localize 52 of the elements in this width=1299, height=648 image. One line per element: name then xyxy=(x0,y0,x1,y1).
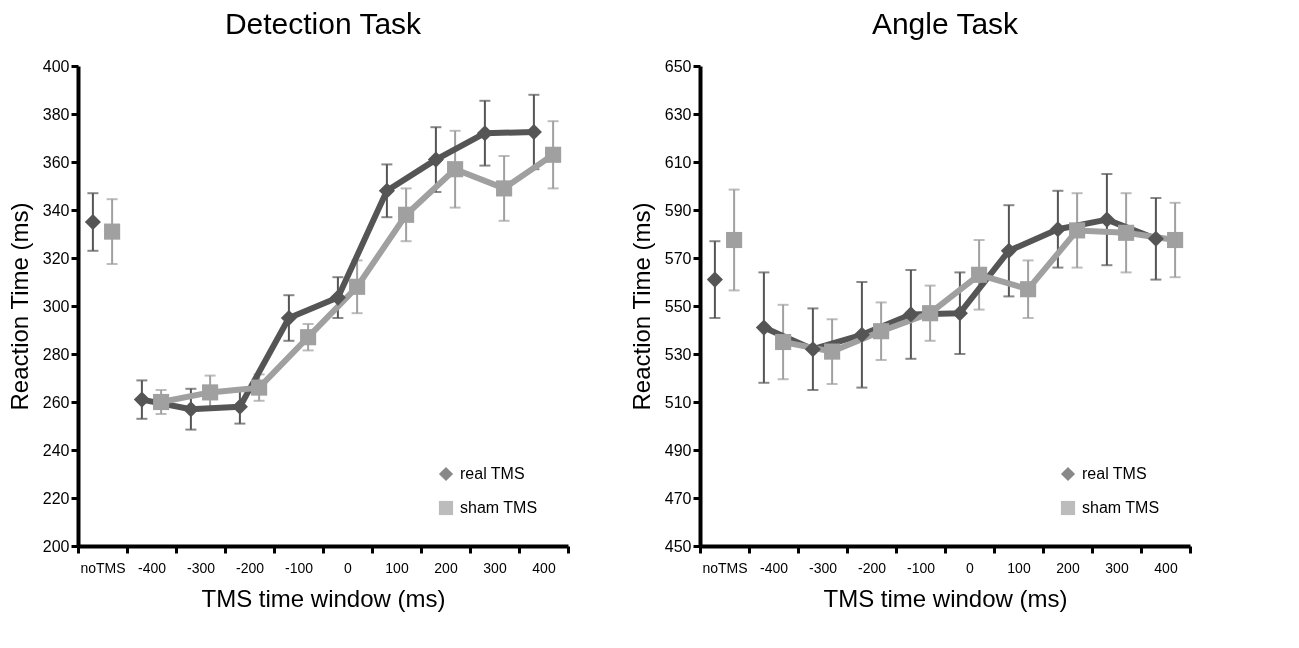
x-axis-title: TMS time window (ms) xyxy=(201,584,446,612)
y-tick-label: 490 xyxy=(664,441,692,459)
chart-title: Detection Task xyxy=(224,7,423,40)
x-tick-label: -300 xyxy=(186,559,216,576)
x-tick-label: noTMS xyxy=(702,559,748,576)
x-tick-label: 200 xyxy=(1056,559,1080,576)
y-tick-label: 380 xyxy=(42,105,70,123)
x-axis-title: TMS time window (ms) xyxy=(823,584,1068,612)
x-tick-label: -200 xyxy=(235,559,265,576)
y-tick-label: 630 xyxy=(664,105,692,123)
chart-title: Angle Task xyxy=(871,7,1020,40)
x-tick-label: 300 xyxy=(483,559,507,576)
x-tick-label: 0 xyxy=(344,559,353,576)
x-tick-label: -100 xyxy=(284,559,314,576)
y-tick-label: 550 xyxy=(664,297,692,315)
y-tick-label: 340 xyxy=(42,201,70,219)
y-tick-label: 570 xyxy=(664,249,692,267)
x-tick-label: noTMS xyxy=(80,559,126,576)
x-tick-label: 400 xyxy=(1154,559,1178,576)
x-tick-label: 300 xyxy=(1105,559,1129,576)
y-axis-title: Reaction Time (ms) xyxy=(5,202,33,411)
y-tick-label: 240 xyxy=(42,441,70,459)
x-tick-label: 100 xyxy=(385,559,409,576)
x-tick-label: -400 xyxy=(137,559,167,576)
y-tick-label: 320 xyxy=(42,249,70,267)
x-tick-label: -300 xyxy=(808,559,838,576)
x-tick-label: -200 xyxy=(857,559,887,576)
y-tick-label: 220 xyxy=(42,489,70,507)
y-tick-label: 530 xyxy=(664,345,692,363)
y-tick-label: 450 xyxy=(664,537,692,555)
legend-label: sham TMS xyxy=(1082,499,1160,516)
y-tick-label: 470 xyxy=(664,489,692,507)
legend-label: sham TMS xyxy=(460,499,538,516)
x-tick-label: 200 xyxy=(434,559,458,576)
y-tick-label: 590 xyxy=(664,201,692,219)
x-tick-label: 100 xyxy=(1007,559,1031,576)
y-tick-label: 400 xyxy=(42,57,70,75)
legend-label: real TMS xyxy=(460,465,525,482)
y-tick-label: 280 xyxy=(42,345,70,363)
y-axis-title: Reaction Time (ms) xyxy=(627,202,655,411)
legend-label: real TMS xyxy=(1082,465,1147,482)
y-tick-label: 260 xyxy=(42,393,70,411)
y-tick-label: 650 xyxy=(664,57,692,75)
y-tick-label: 300 xyxy=(42,297,70,315)
x-tick-label: 400 xyxy=(532,559,556,576)
y-tick-label: 510 xyxy=(664,393,692,411)
y-tick-label: 610 xyxy=(664,153,692,171)
x-tick-label: -100 xyxy=(906,559,936,576)
x-tick-label: -400 xyxy=(759,559,789,576)
y-tick-label: 200 xyxy=(42,537,70,555)
x-tick-label: 0 xyxy=(966,559,975,576)
y-tick-label: 360 xyxy=(42,153,70,171)
